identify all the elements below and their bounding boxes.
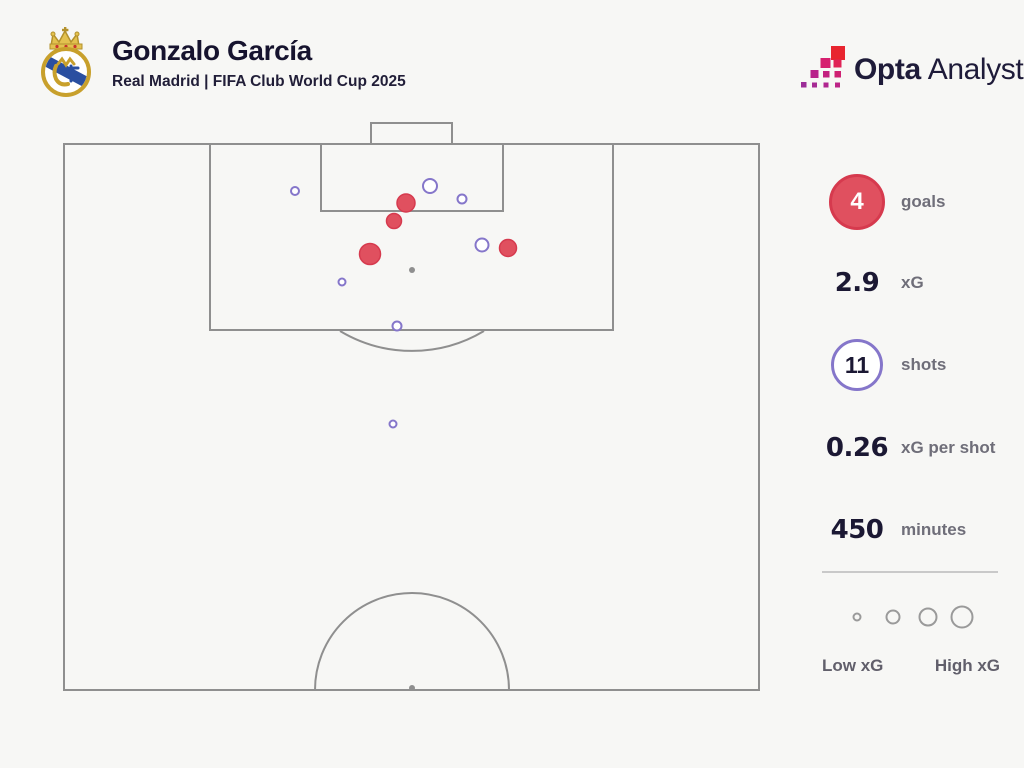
legend-high-label: High xG xyxy=(934,656,1000,675)
six-yard-box xyxy=(320,143,504,212)
goals-value: 4 xyxy=(850,188,864,215)
legend-size-circle xyxy=(918,607,938,627)
shot-marker xyxy=(474,237,490,253)
shot-marker-goal xyxy=(396,193,416,213)
centre-circle-arc xyxy=(314,592,510,691)
xg-per-shot-label: xG per shot xyxy=(901,438,996,457)
shot-marker xyxy=(391,320,403,332)
xg-value: 2.9 xyxy=(834,268,880,298)
penalty-arc xyxy=(339,330,485,352)
opta-stairs-icon xyxy=(801,46,845,88)
shot-marker xyxy=(337,277,347,287)
stat-goals: 4 goals xyxy=(819,174,945,230)
brand-name-analyst: Analyst xyxy=(927,53,1024,86)
penalty-area xyxy=(209,143,614,331)
xg-label: xG xyxy=(901,273,924,292)
sidebar-divider xyxy=(822,571,998,573)
legend-low-label: Low xG xyxy=(822,656,884,675)
shot-marker xyxy=(456,193,468,205)
shots-label: shots xyxy=(901,355,947,374)
stat-xg: 2.9 xG xyxy=(819,266,924,300)
shot-markers xyxy=(290,178,518,429)
title-block: Gonzalo García Real Madrid | FIFA Club W… xyxy=(112,35,406,91)
goal-frame xyxy=(370,122,453,145)
xg-per-shot-value: 0.26 xyxy=(825,433,889,463)
xg-size-legend xyxy=(852,605,974,629)
stat-shots: 11 shots xyxy=(819,339,946,391)
centre-spot xyxy=(409,685,415,691)
shot-marker-goal xyxy=(498,238,518,258)
stat-minutes: 450 minutes xyxy=(819,513,967,547)
pitch-outline xyxy=(63,143,760,691)
real-madrid-crest-icon xyxy=(41,27,91,97)
goals-label: goals xyxy=(901,192,946,211)
shot-marker xyxy=(290,186,300,196)
stat-xg-per-shot: 0.26 xG per shot xyxy=(819,431,996,465)
stats-sidebar: 4 goals 2.9 xG 11 shots 0.26 xG per shot xyxy=(819,0,1024,768)
brand-name-opta: Opta xyxy=(854,53,921,86)
minutes-label: minutes xyxy=(901,520,967,539)
shot-marker xyxy=(388,419,398,429)
shot-marker-goal xyxy=(385,212,403,230)
opta-analyst-logo: Opta Analyst xyxy=(798,46,1024,94)
legend-labels: Low xG High xG xyxy=(822,656,1000,676)
page-title: Gonzalo García xyxy=(112,35,312,66)
penalty-spot xyxy=(409,267,415,273)
legend-size-circle xyxy=(852,612,862,622)
goals-circle: 4 xyxy=(829,174,885,230)
legend-size-circle xyxy=(950,605,974,629)
page-subtitle: Real Madrid | FIFA Club World Cup 2025 xyxy=(112,72,406,90)
minutes-value: 450 xyxy=(830,515,884,545)
shots-value: 11 xyxy=(844,351,870,378)
shot-marker xyxy=(422,178,438,194)
shots-circle: 11 xyxy=(831,339,883,391)
shot-marker-goal xyxy=(358,242,382,266)
legend-size-circle xyxy=(885,609,901,625)
header: Gonzalo García Real Madrid | FIFA Club W… xyxy=(0,0,1024,110)
